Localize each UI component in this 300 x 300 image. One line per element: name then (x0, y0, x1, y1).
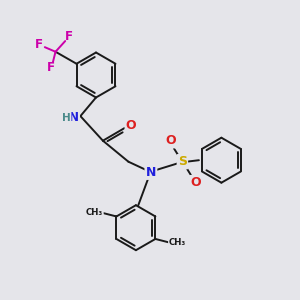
Text: F: F (47, 61, 55, 74)
Text: O: O (165, 134, 176, 147)
Text: O: O (126, 119, 136, 132)
Text: CH₃: CH₃ (169, 238, 186, 247)
Text: CH₃: CH₃ (85, 208, 103, 217)
Text: H: H (61, 112, 70, 123)
Text: S: S (178, 155, 187, 168)
Text: N: N (146, 166, 156, 179)
Text: O: O (190, 176, 201, 189)
Text: F: F (65, 30, 73, 43)
Text: N: N (69, 111, 79, 124)
Text: F: F (35, 38, 43, 51)
